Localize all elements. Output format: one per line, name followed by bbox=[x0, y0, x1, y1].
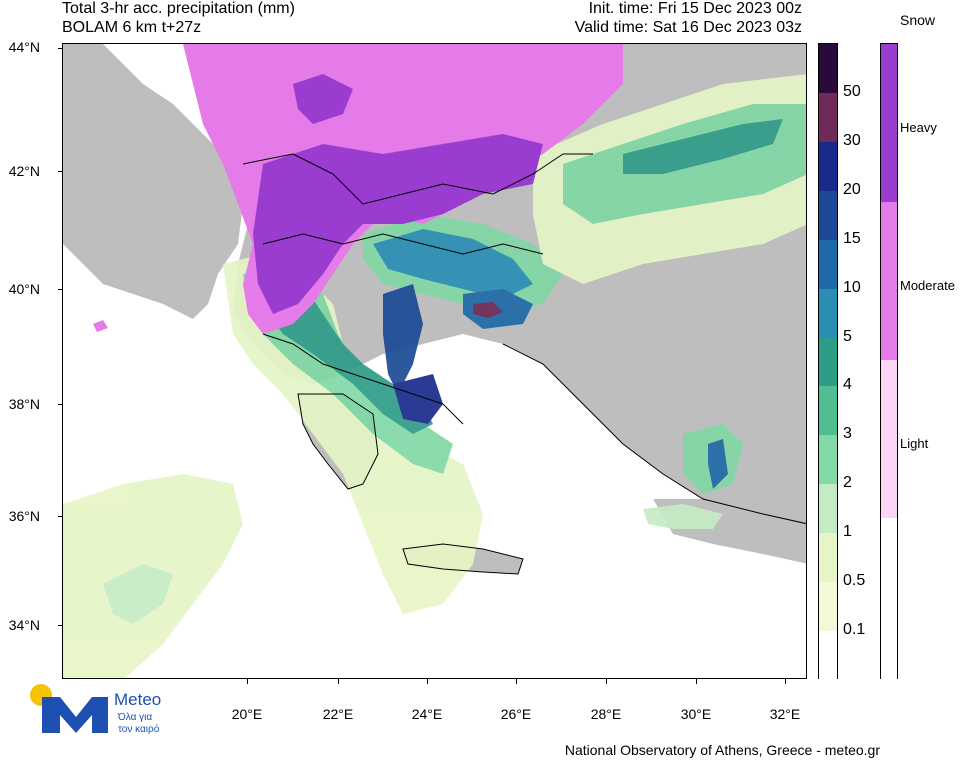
precip-scale-label: 0.5 bbox=[843, 572, 866, 590]
lat-tickmark bbox=[58, 48, 63, 49]
valid-time: Valid time: Sat 16 Dec 2023 03z bbox=[574, 19, 802, 36]
precip-scale-label: 4 bbox=[843, 376, 852, 394]
precip-layer bbox=[63, 74, 806, 678]
precip-scale-label: 30 bbox=[843, 131, 861, 149]
snow-scale-cell bbox=[881, 518, 897, 680]
precip-scale-label: 5 bbox=[843, 327, 852, 345]
precip-scale-label: 0.1 bbox=[843, 621, 866, 639]
lat-tick-42: 42°N bbox=[8, 163, 40, 179]
lat-tickmark bbox=[58, 171, 63, 172]
lon-tick-30: 30°E bbox=[680, 706, 712, 722]
lon-tickmark bbox=[338, 679, 339, 684]
precip-scale-label: 3 bbox=[843, 425, 852, 443]
coastline-borders bbox=[242, 153, 806, 575]
lon-tickmark bbox=[247, 679, 248, 684]
precipitation-map bbox=[62, 43, 807, 679]
map-canvas bbox=[63, 44, 806, 678]
precip-scale-cell bbox=[819, 92, 837, 142]
precip-scale-cell bbox=[819, 582, 837, 632]
lon-tickmark bbox=[696, 679, 697, 684]
snow-label-heavy: Heavy bbox=[900, 120, 937, 135]
model-label: BOLAM 6 km t+27z bbox=[62, 19, 202, 36]
snow-scale-title: Snow bbox=[900, 12, 936, 28]
precip-scale-cell bbox=[819, 533, 837, 583]
meteo-logo bbox=[30, 684, 108, 733]
lat-tick-40: 40°N bbox=[8, 281, 40, 297]
precip-scale-cell bbox=[819, 386, 837, 436]
precip-scale-label: 10 bbox=[843, 278, 861, 296]
precip-scale-label: 20 bbox=[843, 180, 861, 198]
lat-tickmark bbox=[58, 289, 63, 290]
lon-tick-24: 24°E bbox=[411, 706, 443, 722]
lat-tickmark bbox=[58, 516, 63, 517]
logo-name: Meteo bbox=[114, 690, 162, 709]
precip-scale-cell bbox=[819, 141, 837, 191]
lon-tick-20: 20°E bbox=[231, 706, 263, 722]
logo-tagline-2: τον καιρό bbox=[118, 724, 160, 735]
precip-scale-cell bbox=[819, 337, 837, 387]
snow-scale-cell bbox=[881, 202, 897, 360]
lat-tick-38: 38°N bbox=[8, 396, 40, 412]
lat-tickmark bbox=[58, 625, 63, 626]
lat-tick-44: 44°N bbox=[8, 39, 40, 55]
precip-scale-label: 50 bbox=[843, 82, 861, 100]
snow-scale-cell bbox=[881, 360, 897, 518]
precip-scale-label: 15 bbox=[843, 229, 861, 247]
precip-scale-cell bbox=[819, 484, 837, 534]
lon-tick-26: 26°E bbox=[500, 706, 532, 722]
init-time: Init. time: Fri 15 Dec 2023 00z bbox=[588, 0, 802, 17]
lon-tickmark bbox=[427, 679, 428, 684]
map-title: Total 3-hr acc. precipitation (mm) bbox=[62, 0, 295, 17]
snow-label-light: Light bbox=[900, 436, 929, 451]
lon-tick-32: 32°E bbox=[769, 706, 801, 722]
lon-tick-22: 22°E bbox=[322, 706, 354, 722]
precip-scale-label: 1 bbox=[843, 523, 852, 541]
m-icon bbox=[42, 697, 108, 733]
precip-scale-cell bbox=[819, 288, 837, 338]
lon-tickmark bbox=[516, 679, 517, 684]
snow-color-scale bbox=[880, 43, 898, 680]
snow-layer bbox=[93, 44, 623, 334]
precip-scale-cell bbox=[819, 44, 837, 93]
lat-tick-36: 36°N bbox=[8, 508, 40, 524]
precip-scale-label: 2 bbox=[843, 474, 852, 492]
lon-tick-28: 28°E bbox=[590, 706, 622, 722]
lon-tickmark bbox=[785, 679, 786, 684]
precip-scale-cell bbox=[819, 435, 837, 485]
snow-label-moderate: Moderate bbox=[900, 278, 955, 293]
precip-scale-cell bbox=[819, 239, 837, 289]
logo-tagline-1: Όλα για bbox=[118, 712, 153, 723]
footer-credit: National Observatory of Athens, Greece -… bbox=[564, 742, 880, 758]
precip-scale-cell bbox=[819, 190, 837, 240]
precip-color-scale bbox=[818, 43, 838, 680]
lat-tickmark bbox=[58, 404, 63, 405]
lat-tick-34: 34°N bbox=[8, 617, 40, 633]
precip-scale-cell bbox=[819, 631, 837, 680]
lon-tickmark bbox=[606, 679, 607, 684]
snow-scale-cell bbox=[881, 44, 897, 202]
